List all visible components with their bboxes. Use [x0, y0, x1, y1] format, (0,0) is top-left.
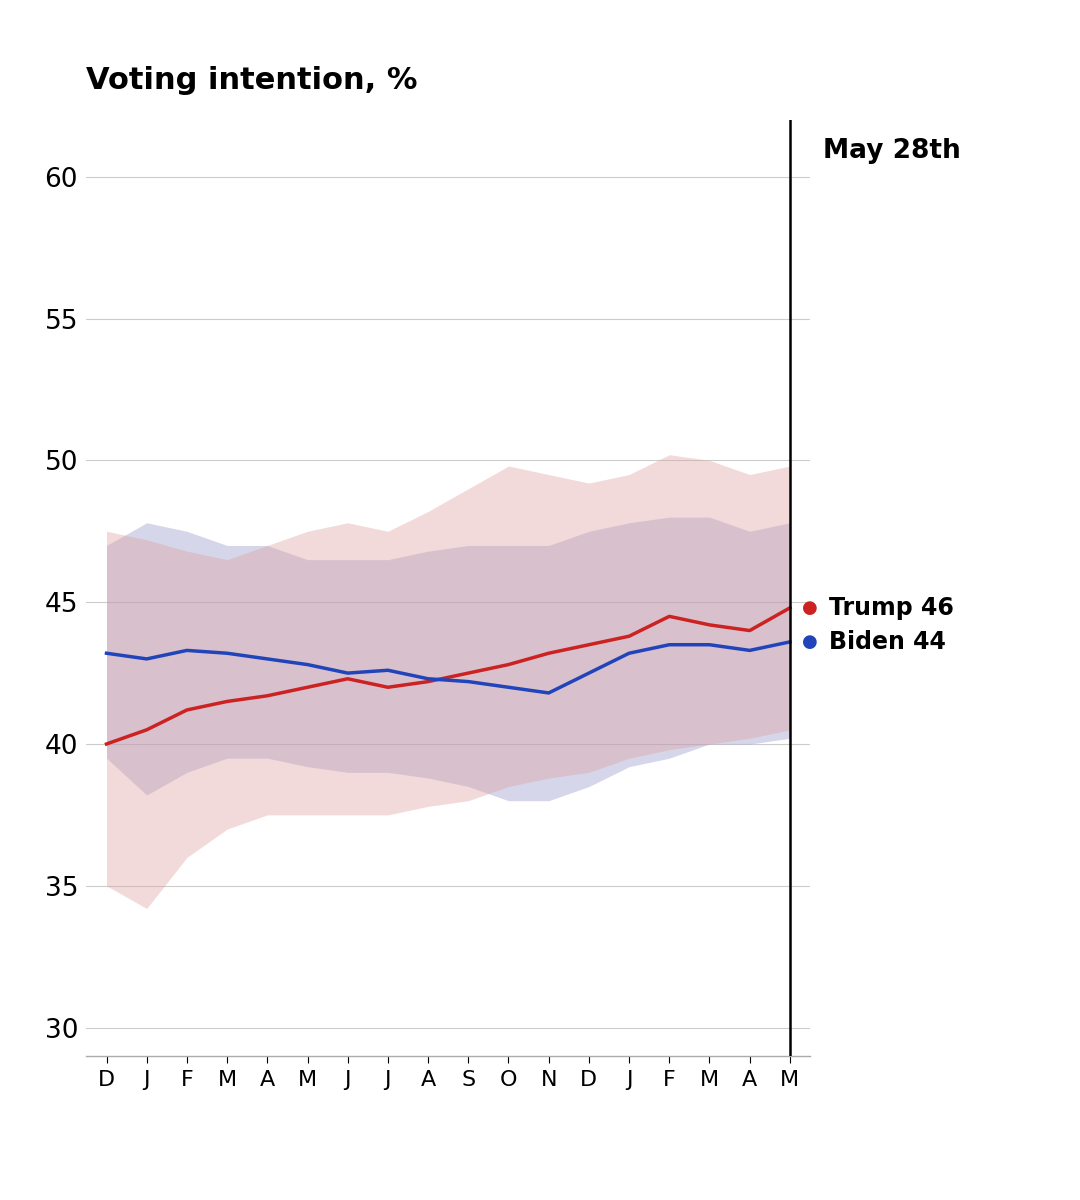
- Text: ●: ●: [802, 599, 818, 617]
- Text: ●: ●: [802, 632, 818, 650]
- Text: May 28th: May 28th: [823, 138, 961, 164]
- Text: Trump 46: Trump 46: [829, 596, 954, 620]
- Text: Voting intention, %: Voting intention, %: [86, 66, 418, 96]
- Text: Biden 44: Biden 44: [829, 630, 946, 654]
